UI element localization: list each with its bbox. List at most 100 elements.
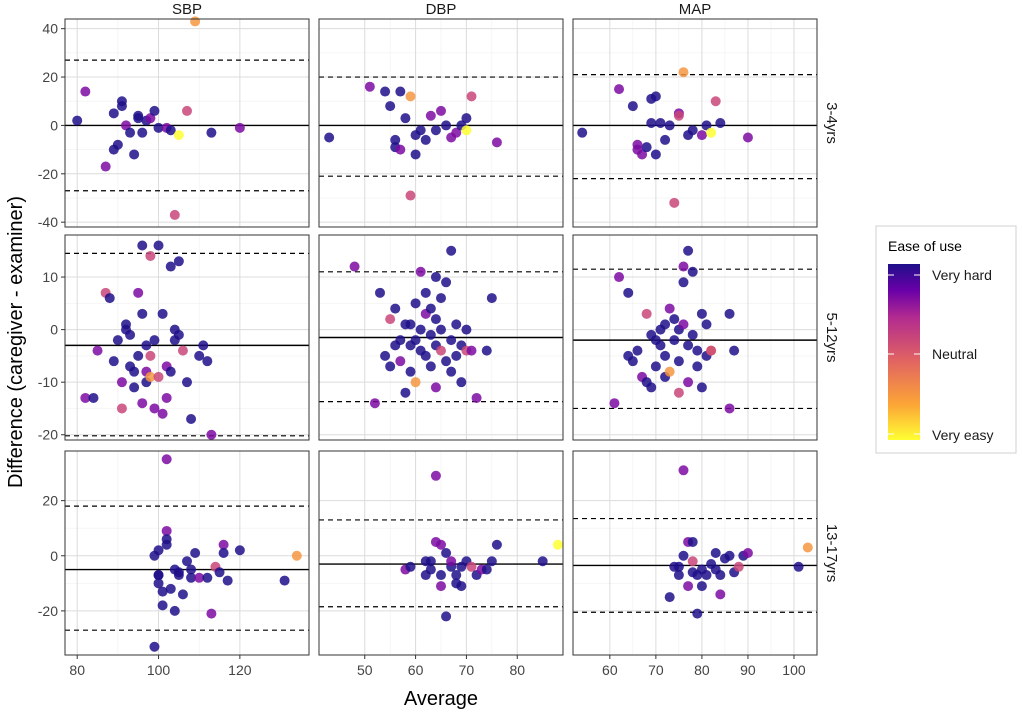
data-point <box>324 132 335 143</box>
panel-border <box>64 234 310 441</box>
data-point <box>137 308 148 319</box>
legend-label-neutral: Neutral <box>932 346 977 362</box>
data-point <box>400 113 411 124</box>
data-point <box>425 329 436 340</box>
data-point <box>121 319 131 330</box>
data-point <box>461 324 472 335</box>
data-point <box>390 303 401 314</box>
data-point <box>673 561 684 572</box>
data-point <box>706 127 717 138</box>
data-point <box>678 550 689 561</box>
data-point <box>627 101 638 112</box>
data-point <box>430 272 441 283</box>
data-point <box>660 319 671 330</box>
data-point <box>436 539 446 550</box>
panel-background <box>64 450 310 656</box>
panel-border <box>572 234 818 441</box>
data-point <box>182 377 192 388</box>
data-point <box>420 350 431 361</box>
data-point <box>436 570 446 581</box>
data-point <box>627 356 638 367</box>
data-point <box>724 308 735 319</box>
data-point <box>446 245 457 256</box>
data-point <box>149 403 160 414</box>
data-point <box>104 293 115 304</box>
data-point <box>157 408 168 419</box>
data-point <box>364 81 375 92</box>
data-point <box>425 556 436 567</box>
data-point <box>279 575 290 586</box>
data-point <box>190 548 201 558</box>
data-point <box>706 345 717 356</box>
data-point <box>441 356 452 367</box>
data-point <box>486 293 497 304</box>
data-point <box>405 91 416 102</box>
data-point <box>92 345 103 356</box>
data-point <box>660 134 671 145</box>
data-point <box>194 350 205 361</box>
data-point <box>153 122 164 133</box>
data-point <box>145 113 156 124</box>
data-point <box>182 105 192 116</box>
data-point <box>664 120 675 131</box>
data-point <box>137 127 148 138</box>
data-point <box>696 382 707 393</box>
data-point <box>145 371 156 382</box>
data-point <box>724 550 735 561</box>
data-point <box>436 324 446 335</box>
data-point <box>678 319 689 330</box>
data-point <box>234 545 245 556</box>
data-point <box>405 366 416 377</box>
data-point <box>116 377 127 388</box>
data-point <box>696 308 707 319</box>
data-point <box>125 127 136 138</box>
data-point <box>186 413 197 424</box>
data-point <box>466 345 477 356</box>
data-point <box>646 382 657 393</box>
legend-title: Ease of use <box>888 238 962 254</box>
data-point <box>177 345 188 356</box>
legend-label-very-hard: Very hard <box>932 267 992 283</box>
data-point <box>650 91 661 102</box>
data-point <box>461 125 472 136</box>
data-point <box>125 329 136 340</box>
panel-border <box>318 18 564 228</box>
legend-colorbar <box>888 264 920 440</box>
data-point <box>173 567 184 578</box>
x-tick-label: 120 <box>228 662 252 678</box>
data-point <box>165 366 176 377</box>
data-point <box>129 382 140 393</box>
data-point <box>430 314 441 325</box>
data-point <box>369 398 380 409</box>
data-point <box>701 120 712 131</box>
data-point <box>673 387 684 398</box>
data-point <box>375 287 385 298</box>
data-point <box>395 144 406 155</box>
data-point <box>149 105 160 116</box>
data-point <box>410 377 421 388</box>
data-point <box>161 454 172 465</box>
data-point <box>673 570 684 581</box>
data-point <box>149 641 160 652</box>
data-point <box>153 371 164 382</box>
data-point <box>415 125 426 136</box>
data-point <box>641 142 652 153</box>
data-point <box>710 548 721 558</box>
data-point <box>491 137 502 148</box>
data-point <box>165 583 176 594</box>
data-point <box>466 91 477 102</box>
data-point <box>395 356 406 367</box>
data-point <box>537 556 548 567</box>
data-point <box>471 392 482 403</box>
data-point <box>692 361 703 372</box>
data-point <box>214 567 225 578</box>
data-point <box>669 197 680 208</box>
legend: Ease of use Very hard Neutral Very easy <box>875 225 1017 454</box>
data-point <box>692 345 703 356</box>
data-point <box>121 120 131 131</box>
x-axis-title: Average <box>404 688 478 710</box>
panel-sbp-13-17yrs <box>64 450 310 656</box>
x-tick-label: 90 <box>740 662 756 678</box>
facet-panels <box>64 16 818 656</box>
data-point <box>552 539 563 550</box>
